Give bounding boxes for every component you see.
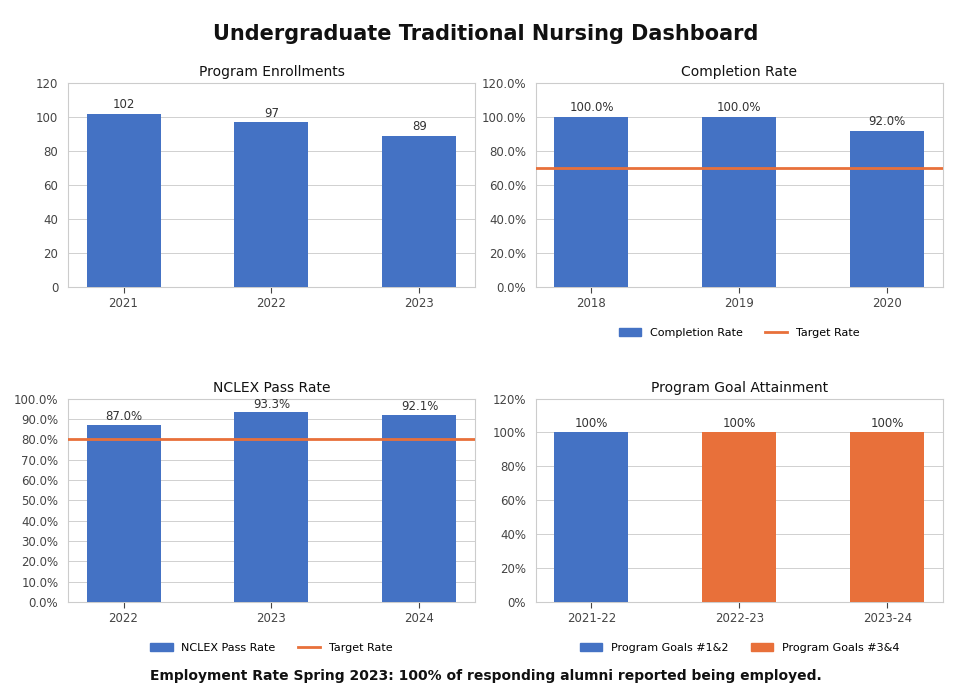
Bar: [703, 432, 777, 602]
Bar: [554, 117, 629, 286]
Bar: [382, 415, 457, 602]
Text: 93.3%: 93.3%: [253, 397, 290, 410]
Text: 100.0%: 100.0%: [717, 102, 762, 114]
Bar: [850, 432, 924, 602]
Text: 100%: 100%: [871, 417, 904, 430]
Bar: [87, 425, 160, 602]
Bar: [850, 131, 924, 286]
Title: NCLEX Pass Rate: NCLEX Pass Rate: [213, 381, 330, 394]
Text: 100%: 100%: [723, 417, 756, 430]
Text: 97: 97: [264, 107, 279, 120]
Legend: Completion Rate, Target Rate: Completion Rate, Target Rate: [614, 323, 864, 342]
Bar: [382, 136, 457, 286]
Bar: [87, 113, 160, 286]
Text: 102: 102: [113, 98, 135, 111]
Legend: NCLEX Pass Rate, Target Rate: NCLEX Pass Rate, Target Rate: [146, 639, 398, 657]
Bar: [234, 122, 308, 286]
Text: Employment Rate Spring 2023: 100% of responding alumni reported being employed.: Employment Rate Spring 2023: 100% of res…: [150, 669, 822, 683]
Text: Undergraduate Traditional Nursing Dashboard: Undergraduate Traditional Nursing Dashbo…: [213, 24, 759, 44]
Text: 92.0%: 92.0%: [869, 115, 906, 128]
Text: 92.1%: 92.1%: [400, 400, 438, 413]
Title: Completion Rate: Completion Rate: [681, 65, 797, 79]
Bar: [234, 412, 308, 602]
Bar: [703, 117, 777, 286]
Title: Program Enrollments: Program Enrollments: [198, 65, 344, 79]
Text: 100%: 100%: [574, 417, 608, 430]
Text: 89: 89: [412, 120, 427, 133]
Title: Program Goal Attainment: Program Goal Attainment: [651, 381, 828, 394]
Text: 100.0%: 100.0%: [570, 102, 613, 114]
Text: 87.0%: 87.0%: [105, 410, 142, 424]
Legend: Program Goals #1&2, Program Goals #3&4: Program Goals #1&2, Program Goals #3&4: [575, 639, 904, 657]
Bar: [554, 432, 629, 602]
